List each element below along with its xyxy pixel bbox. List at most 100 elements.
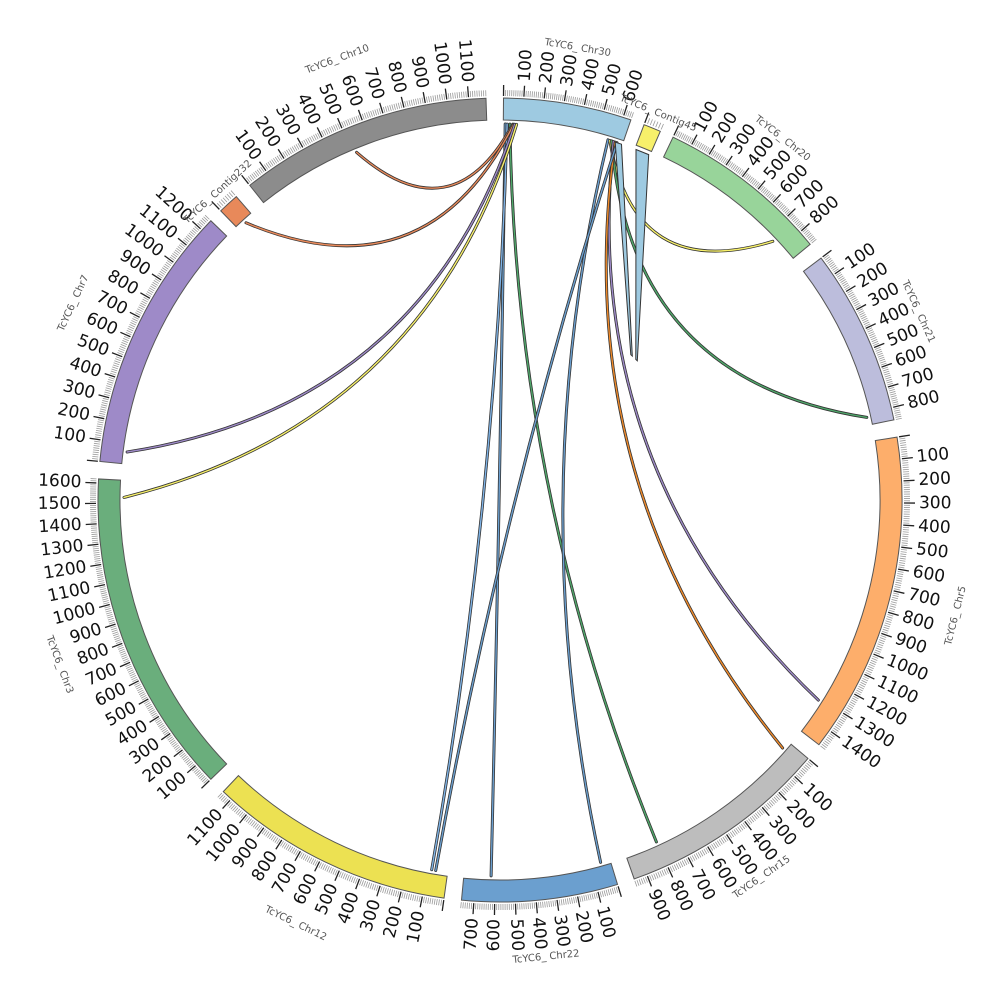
minor-tick: [537, 91, 540, 98]
minor-tick: [605, 889, 609, 896]
minor-tick: [322, 864, 326, 870]
minor-tick: [226, 193, 232, 199]
minor-tick: [238, 811, 244, 817]
minor-tick: [849, 293, 855, 298]
minor-tick: [92, 455, 99, 458]
tick-label: 200: [918, 469, 951, 491]
minor-tick: [353, 116, 357, 123]
minor-tick: [768, 193, 774, 199]
minor-tick: [601, 890, 604, 897]
minor-tick: [569, 897, 571, 904]
minor-tick: [765, 804, 770, 810]
minor-tick: [359, 879, 362, 886]
minor-tick: [783, 787, 789, 793]
minor-tick: [791, 216, 797, 221]
major-tick: [422, 92, 426, 104]
minor-tick: [220, 199, 226, 205]
minor-tick: [130, 674, 137, 679]
minor-tick: [685, 858, 690, 865]
minor-tick: [174, 249, 181, 254]
link-stroke: [435, 142, 618, 872]
major-tick: [744, 821, 752, 831]
link-chr30-chr3: [122, 122, 519, 499]
minor-tick: [270, 834, 275, 841]
minor-tick: [378, 108, 382, 115]
minor-tick: [148, 707, 154, 712]
minor-tick: [825, 738, 831, 743]
minor-tick: [595, 101, 599, 108]
minor-tick: [806, 762, 812, 768]
minor-tick: [126, 667, 133, 671]
minor-tick: [586, 99, 589, 106]
minor-tick: [677, 862, 682, 869]
major-tick: [822, 249, 832, 258]
minor-tick: [899, 559, 906, 562]
major-tick: [856, 303, 867, 311]
minor-tick: [751, 815, 756, 821]
minor-tick: [430, 95, 433, 102]
minor-tick: [778, 203, 784, 209]
minor-tick: [93, 556, 101, 558]
link-stroke: [605, 141, 784, 749]
minor-tick: [542, 901, 544, 908]
minor-tick: [541, 92, 544, 99]
minor-tick: [394, 890, 398, 897]
major-tick: [556, 899, 560, 911]
minor-tick: [686, 136, 690, 142]
minor-tick: [300, 853, 305, 859]
minor-tick: [118, 646, 124, 650]
minor-tick: [147, 289, 154, 294]
minor-tick: [94, 558, 101, 560]
minor-tick: [714, 841, 719, 848]
minor-tick: [256, 824, 261, 831]
minor-tick: [410, 99, 413, 106]
minor-tick: [712, 151, 717, 157]
minor-tick: [644, 876, 648, 883]
minor-tick: [135, 312, 141, 316]
minor-tick: [890, 601, 897, 604]
major-tick: [441, 899, 445, 912]
minor-tick: [715, 153, 720, 159]
minor-tick: [711, 843, 716, 850]
minor-tick: [91, 535, 98, 538]
minor-tick: [140, 694, 147, 699]
segment-chr7: [99, 220, 228, 465]
minor-tick: [324, 865, 328, 871]
minor-tick: [682, 134, 686, 140]
minor-tick: [180, 242, 186, 248]
major-tick: [673, 125, 680, 136]
minor-tick: [230, 804, 236, 810]
minor-tick: [139, 304, 145, 309]
minor-tick: [388, 888, 391, 895]
major-tick: [93, 415, 105, 420]
minor-tick: [188, 762, 194, 767]
tick-label: 300: [549, 913, 573, 948]
minor-tick: [228, 803, 234, 809]
minor-tick: [874, 649, 881, 653]
minor-tick: [808, 235, 815, 241]
minor-tick: [293, 848, 297, 855]
minor-tick: [885, 378, 892, 382]
major-tick: [314, 861, 321, 872]
minor-tick: [720, 837, 725, 844]
minor-tick: [660, 123, 664, 130]
minor-tick: [673, 864, 678, 871]
minor-tick: [267, 161, 272, 168]
minor-tick: [886, 380, 893, 384]
minor-tick: [871, 339, 878, 343]
minor-tick: [329, 126, 333, 133]
minor-tick: [570, 96, 572, 103]
minor-tick: [306, 856, 311, 862]
minor-tick: [284, 150, 289, 157]
major-tick: [294, 850, 301, 862]
minor-tick: [219, 794, 224, 800]
major-tick: [778, 791, 787, 801]
minor-tick: [597, 102, 601, 109]
minor-tick: [106, 613, 113, 617]
major-tick: [151, 273, 162, 281]
minor-tick: [152, 714, 158, 719]
minor-tick: [108, 619, 115, 623]
minor-tick: [159, 270, 165, 275]
minor-tick: [92, 458, 99, 460]
minor-tick: [665, 868, 669, 874]
